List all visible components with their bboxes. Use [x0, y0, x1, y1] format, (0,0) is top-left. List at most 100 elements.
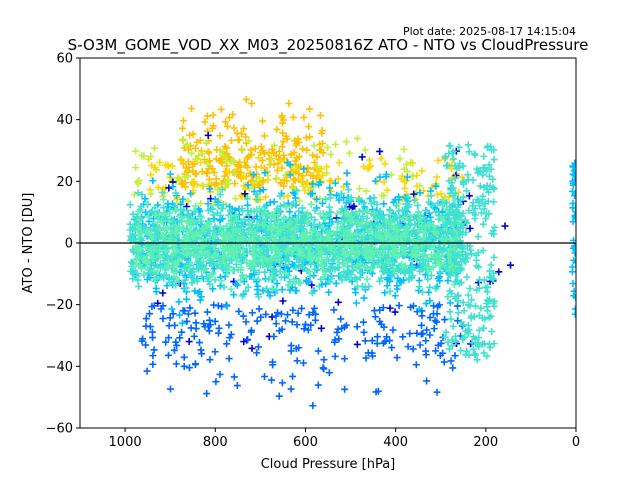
data-point — [433, 173, 441, 181]
data-point — [244, 336, 252, 344]
data-point — [487, 165, 495, 173]
data-point — [217, 105, 225, 113]
data-point — [306, 105, 314, 113]
data-point — [404, 203, 412, 211]
data-point — [311, 206, 319, 214]
data-point — [150, 144, 158, 152]
data-point — [478, 199, 486, 207]
data-point — [261, 268, 269, 276]
data-point — [184, 310, 192, 318]
data-point — [257, 313, 265, 321]
data-point — [260, 132, 268, 140]
data-point — [191, 160, 199, 168]
data-point — [172, 274, 180, 282]
data-point — [462, 228, 470, 236]
data-point — [393, 254, 401, 262]
data-point — [149, 177, 157, 185]
data-point — [425, 234, 433, 242]
data-point — [178, 215, 186, 223]
data-point — [210, 215, 218, 223]
data-point — [407, 211, 415, 219]
data-point — [437, 190, 445, 198]
data-point — [165, 322, 173, 330]
data-point — [435, 301, 443, 309]
data-point — [480, 205, 488, 213]
data-point — [358, 220, 366, 228]
data-point — [377, 274, 385, 282]
data-point — [569, 218, 576, 226]
data-point — [147, 249, 155, 257]
data-point — [381, 289, 389, 297]
data-point — [476, 182, 484, 190]
data-point — [444, 219, 452, 227]
data-point — [278, 379, 286, 387]
data-point — [240, 278, 248, 286]
data-point — [471, 151, 479, 159]
data-point — [434, 156, 442, 164]
data-point — [276, 192, 284, 200]
data-point — [266, 223, 274, 231]
data-point — [454, 317, 462, 325]
data-point — [399, 333, 407, 341]
data-point — [302, 276, 310, 284]
data-point — [209, 111, 217, 119]
data-point — [379, 242, 387, 250]
data-point — [401, 250, 409, 258]
data-point — [169, 310, 177, 318]
data-point — [175, 223, 183, 231]
data-point — [444, 211, 452, 219]
data-point — [322, 195, 330, 203]
data-point — [261, 169, 269, 177]
data-point — [570, 192, 576, 200]
data-point — [452, 272, 460, 280]
data-point — [238, 130, 246, 138]
data-point — [466, 224, 474, 232]
data-point — [446, 308, 454, 316]
data-point — [318, 261, 326, 269]
data-point — [295, 344, 303, 352]
data-point — [390, 250, 398, 258]
data-point — [386, 287, 394, 295]
data-point — [172, 281, 180, 289]
data-point — [281, 269, 289, 277]
data-point — [298, 204, 306, 212]
data-point — [179, 124, 187, 132]
data-point — [253, 349, 261, 357]
data-point — [222, 222, 230, 230]
data-point — [409, 159, 417, 167]
data-point — [331, 248, 339, 256]
data-point — [298, 251, 306, 259]
data-point — [289, 233, 297, 241]
data-point — [416, 341, 424, 349]
data-point — [189, 217, 197, 225]
data-point — [185, 163, 193, 171]
data-point — [272, 320, 280, 328]
data-point — [347, 270, 355, 278]
data-point — [272, 270, 280, 278]
data-point — [449, 322, 457, 330]
data-point — [149, 233, 157, 241]
data-point — [318, 127, 326, 135]
data-point — [374, 247, 382, 255]
data-point — [388, 219, 396, 227]
data-point — [293, 165, 301, 173]
data-point — [379, 304, 387, 312]
data-point — [267, 272, 275, 280]
data-point — [228, 219, 236, 227]
data-point — [126, 226, 134, 234]
data-point — [172, 229, 180, 237]
data-point — [238, 207, 246, 215]
data-point — [302, 134, 310, 142]
data-point — [229, 110, 237, 118]
data-point — [415, 305, 423, 313]
data-point — [338, 219, 346, 227]
data-point — [151, 275, 159, 283]
data-point — [410, 238, 418, 246]
data-point — [218, 205, 226, 213]
data-point — [418, 288, 426, 296]
data-point — [240, 125, 248, 133]
data-point — [255, 293, 263, 301]
data-point — [398, 175, 406, 183]
data-point — [266, 292, 274, 300]
data-point — [235, 307, 243, 315]
